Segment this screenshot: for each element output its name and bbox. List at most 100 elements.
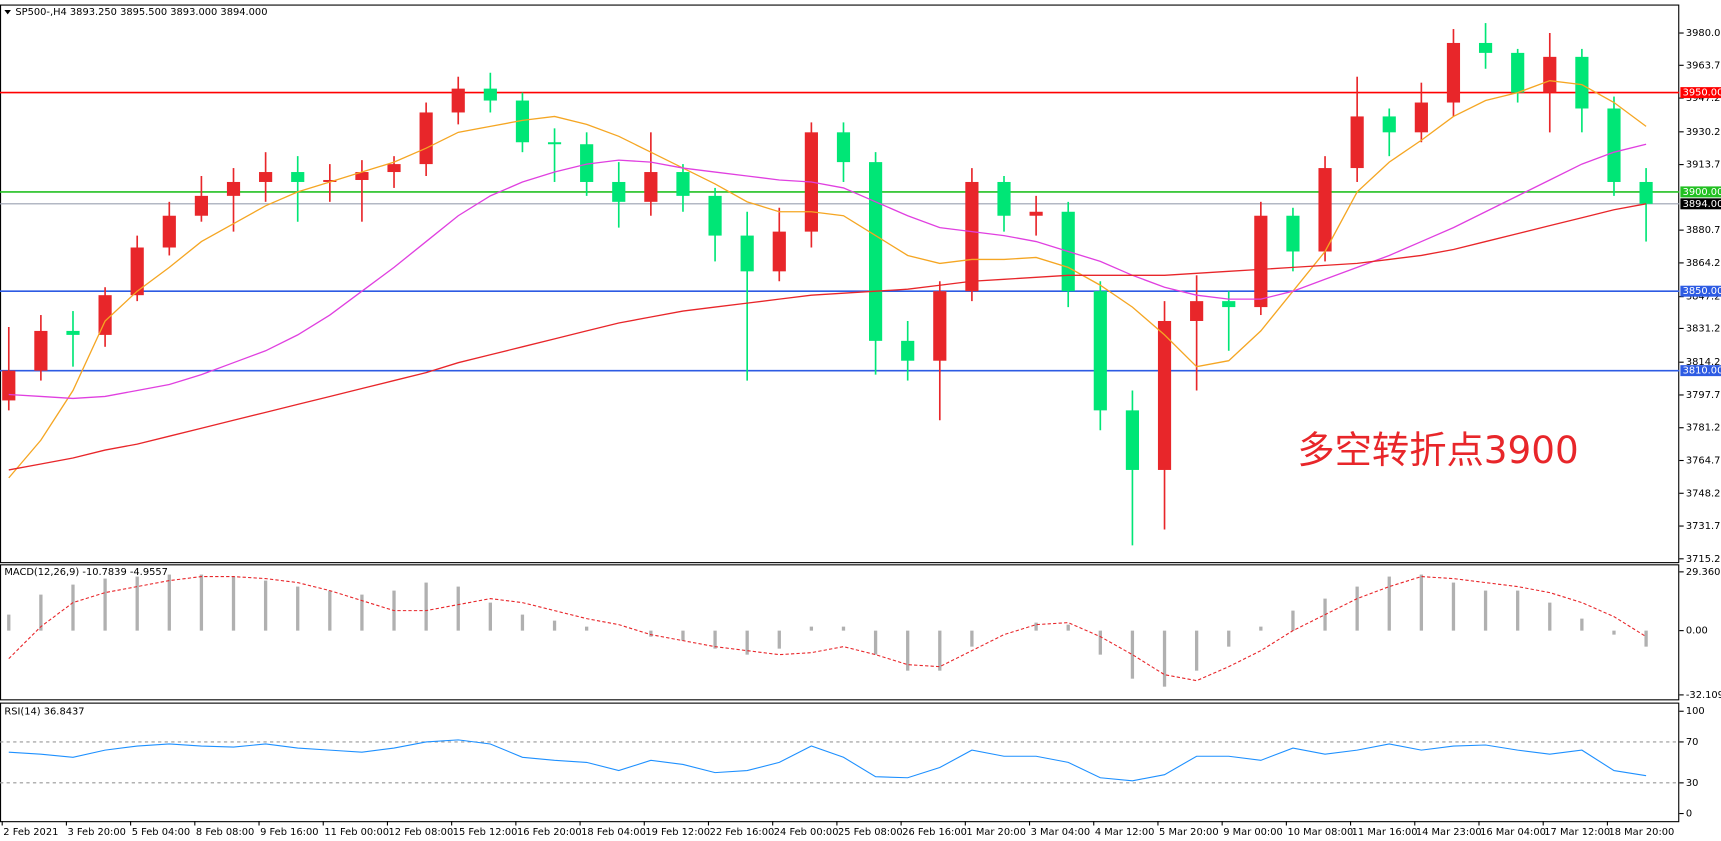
y-tick-label: 70 xyxy=(1686,737,1699,748)
y-tick-label: 3715.250 xyxy=(1686,554,1721,565)
candle-body xyxy=(66,330,80,335)
macd-panel xyxy=(0,564,1680,701)
y-tick-label: 0.00 xyxy=(1686,626,1708,637)
candle-body xyxy=(387,164,401,173)
candle-body xyxy=(547,142,562,145)
candle-body xyxy=(1190,301,1204,321)
x-tick-label: 10 Mar 08:00 xyxy=(1287,827,1353,838)
candle-body xyxy=(226,181,241,196)
histogram-bar xyxy=(39,594,43,631)
histogram-bar xyxy=(231,576,236,631)
x-tick-label: 15 Feb 12:00 xyxy=(453,827,518,838)
candle-body xyxy=(34,330,48,371)
histogram-bar xyxy=(1580,618,1584,631)
x-tick-label: 25 Feb 08:00 xyxy=(838,827,903,838)
histogram-bar xyxy=(745,630,749,655)
candle-body xyxy=(1511,52,1525,93)
y-tick-label: 3731.750 xyxy=(1686,521,1721,532)
candle-body xyxy=(291,172,305,182)
level-label: 3900.000 xyxy=(1683,187,1721,198)
histogram-bar xyxy=(1034,622,1038,631)
histogram-bar xyxy=(328,590,332,631)
histogram-bar xyxy=(520,614,525,631)
histogram-bar xyxy=(552,620,557,631)
histogram-bar xyxy=(1483,590,1488,631)
histogram-bar xyxy=(585,626,589,631)
candle-body xyxy=(1222,301,1236,308)
candle-body xyxy=(612,181,626,202)
histogram-bar xyxy=(809,626,814,631)
x-tick-label: 3 Feb 20:00 xyxy=(68,827,126,838)
candle-body xyxy=(259,172,273,182)
candle-body xyxy=(419,112,433,165)
histogram-bar xyxy=(1227,630,1231,647)
level-tag xyxy=(1680,365,1721,377)
histogram-bar xyxy=(1612,630,1616,635)
x-tick-label: 14 Mar 23:00 xyxy=(1416,827,1482,838)
histogram-bar xyxy=(681,630,685,641)
y-tick-label: 3947.250 xyxy=(1686,93,1721,104)
y-tick-label: 3880.750 xyxy=(1686,225,1721,236)
x-tick-label: 4 Mar 12:00 xyxy=(1095,827,1155,838)
x-tick-label: 16 Feb 20:00 xyxy=(517,827,582,838)
level-tag xyxy=(1680,186,1721,198)
rsi-line xyxy=(8,739,1647,782)
level-label: 3894.000 xyxy=(1683,199,1721,210)
candle-body xyxy=(740,235,754,272)
histogram-bar xyxy=(456,586,460,631)
histogram-bar xyxy=(777,630,781,649)
histogram-bar xyxy=(199,574,204,631)
histogram-bar xyxy=(873,630,878,655)
histogram-bar xyxy=(103,578,107,631)
chart-title: SP500-,H4 3893.250 3895.500 3893.000 389… xyxy=(15,7,267,18)
moving-average xyxy=(8,203,1647,471)
y-tick-label: -32.1096 xyxy=(1686,690,1721,701)
candle-body xyxy=(933,291,947,361)
candle-body xyxy=(162,215,176,248)
histogram-bar xyxy=(488,602,492,631)
x-tick-label: 19 Feb 12:00 xyxy=(645,827,710,838)
y-tick-label: 30 xyxy=(1686,778,1699,789)
x-tick-label: 11 Mar 16:00 xyxy=(1352,827,1418,838)
candle-body xyxy=(708,195,722,236)
histogram-bar xyxy=(1098,630,1102,655)
candle-body xyxy=(997,181,1011,216)
candle-body xyxy=(1575,56,1589,109)
candle-body xyxy=(451,88,465,113)
histogram-bar xyxy=(1162,630,1167,687)
main-panel xyxy=(0,4,1680,564)
y-tick-label: 3913.750 xyxy=(1686,160,1721,171)
moving-average xyxy=(8,80,1647,479)
candle-body xyxy=(1254,215,1268,308)
histogram-bar xyxy=(1419,574,1424,631)
rsi-panel xyxy=(0,702,1680,823)
histogram-bar xyxy=(1291,610,1295,631)
x-tick-label: 17 Mar 12:00 xyxy=(1544,827,1610,838)
histogram-bar xyxy=(649,630,653,637)
y-tick-label: 3963.750 xyxy=(1686,60,1721,71)
histogram-bar xyxy=(135,576,139,631)
histogram-bar xyxy=(296,586,300,631)
y-tick-label: 3930.250 xyxy=(1686,127,1721,138)
y-tick-label: 29.3605 xyxy=(1686,567,1721,578)
y-tick-label: 100 xyxy=(1686,706,1705,717)
candle-body xyxy=(901,340,915,361)
candle-body xyxy=(1382,116,1396,133)
histogram-bar xyxy=(167,574,171,631)
histogram-bar xyxy=(1387,576,1391,631)
x-tick-label: 1 Mar 20:00 xyxy=(966,827,1026,838)
histogram-bar xyxy=(7,614,11,631)
y-tick-label: 3814.250 xyxy=(1686,357,1721,368)
annotation: 多空转折点3900 xyxy=(1297,428,1578,472)
histogram-bar xyxy=(1130,630,1135,679)
moving-average xyxy=(8,143,1647,400)
candle-body xyxy=(98,295,112,335)
x-tick-label: 11 Feb 00:00 xyxy=(324,827,389,838)
candle-body xyxy=(1478,42,1493,53)
candle-body xyxy=(194,195,208,216)
candle-body xyxy=(323,179,337,182)
candle-body xyxy=(580,144,594,182)
histogram-bar xyxy=(71,584,75,631)
x-tick-label: 8 Feb 08:00 xyxy=(196,827,254,838)
candle-body xyxy=(2,370,16,401)
